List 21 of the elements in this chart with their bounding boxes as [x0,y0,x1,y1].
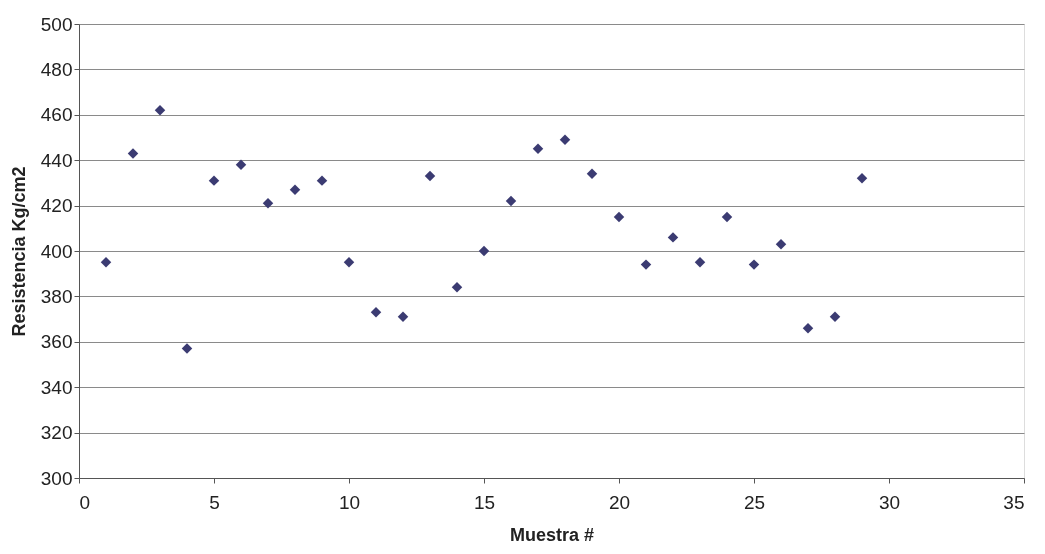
y-tick-label: 500 [40,13,73,35]
x-tick-label: 35 [1003,491,1025,513]
y-tick-label: 300 [40,467,73,489]
y-tick-label: 420 [40,195,73,217]
x-tick-label: 15 [473,491,496,513]
y-tick-label: 360 [40,331,73,353]
x-tick-label: 0 [79,491,91,513]
x-tick-label: 5 [209,491,220,513]
y-tick-label: 380 [40,285,73,307]
x-axis-title: Muestra # [509,524,595,545]
y-tick-label: 480 [40,58,73,80]
y-axis-title: Resistencia Kg/cm2 [8,166,29,337]
y-tick-label: 440 [40,149,73,171]
x-tick-label: 10 [338,491,361,513]
x-tick-label: 30 [878,491,901,513]
y-tick-label: 460 [40,104,73,126]
y-tick-label: 320 [40,422,73,444]
y-tick-label: 400 [40,240,73,262]
y-tick-label: 340 [40,376,73,398]
x-tick-label: 25 [743,491,766,513]
x-tick-label: 20 [608,491,631,513]
